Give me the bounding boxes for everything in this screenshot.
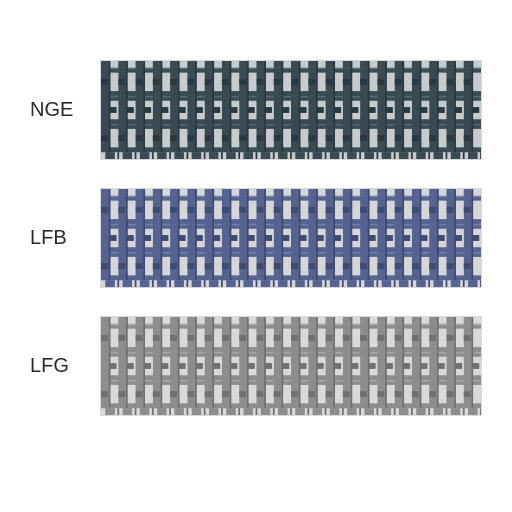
belt-label-lfb: LFB: [30, 227, 100, 250]
belt-label-nge: NGE: [30, 99, 100, 122]
belt-row-nge: NGE: [30, 60, 482, 160]
belt-label-lfg: LFG: [30, 355, 100, 378]
belt-pattern-nge: [100, 60, 482, 160]
belt-row-lfb: LFB: [30, 188, 482, 288]
belt-row-lfg: LFG: [30, 316, 482, 416]
belt-pattern-lfg: [100, 316, 482, 416]
belt-pattern-lfb: [100, 188, 482, 288]
